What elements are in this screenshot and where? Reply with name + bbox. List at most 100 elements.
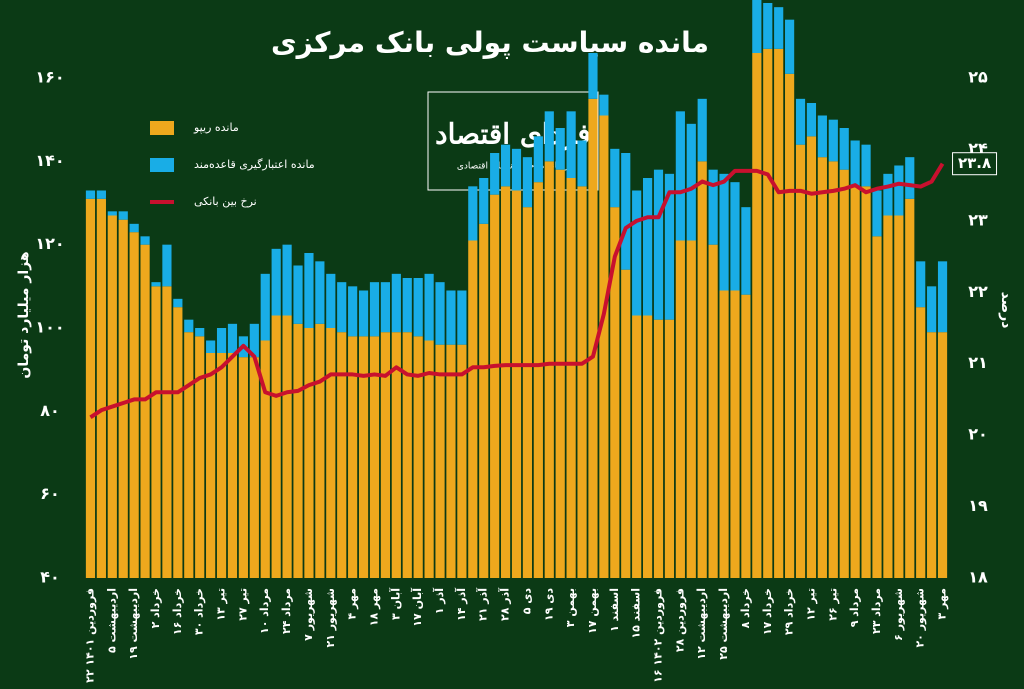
legend-label: مانده اعتبارگیری قاعده‌مند [194, 158, 315, 171]
bar-segment [883, 173, 893, 216]
bar-segment [424, 340, 434, 578]
bar-segment [511, 148, 522, 191]
bar-segment [107, 211, 117, 216]
bar-segment [85, 198, 96, 579]
bar-segment [719, 173, 729, 291]
y2-tick-label: ۲۳ [968, 210, 988, 229]
bar-segment [391, 332, 401, 578]
bar-segment [839, 169, 849, 578]
y-tick-label: ۱۴۰ [35, 151, 64, 170]
bar-segment [686, 240, 696, 578]
bar-segment [129, 232, 139, 578]
x-tick-label: ۱۰ مرداد [258, 588, 271, 634]
bar-segment [752, 0, 762, 53]
bar-segment [741, 207, 751, 295]
y-tick-label: ۱۰۰ [35, 318, 64, 337]
x-tick-label: ۳ آبان [388, 588, 402, 620]
bar-segment [599, 115, 609, 578]
x-tick-label: ۱۷ آبان [410, 588, 424, 627]
bar-segment [577, 140, 587, 187]
bar-segment [763, 48, 773, 579]
bar-segment [337, 332, 347, 578]
bar-segment [184, 332, 194, 578]
bar-segment [227, 323, 238, 353]
bar-segment [479, 178, 489, 224]
bar-segment [522, 207, 533, 578]
bar-segment [490, 194, 500, 578]
bar-segment [741, 294, 751, 578]
bar-segment [653, 169, 664, 320]
bar-segment [402, 278, 412, 333]
bar-segment [118, 211, 128, 220]
bar-segment [468, 186, 478, 241]
bar-segment [861, 186, 871, 579]
x-tick-label: ۸ خرداد [739, 588, 752, 628]
x-tick-label: ۲ خرداد [149, 588, 162, 628]
bar-segment [555, 128, 565, 170]
bar-segment [435, 282, 445, 345]
bar-segment [457, 290, 467, 345]
bar-segment [708, 169, 718, 245]
bar-segment [544, 111, 554, 162]
x-tick-label: ۱۸ مهر [367, 588, 380, 626]
bar-segment [861, 144, 871, 187]
x-tick-label: ۱۷ بهمن [586, 588, 599, 634]
bar-segment [511, 190, 522, 578]
bar-segment [402, 332, 412, 578]
bar-segment [304, 253, 314, 328]
bar-segment [555, 169, 565, 578]
bar-segment [850, 140, 860, 187]
x-tick-label: ۱۹ دی [542, 588, 555, 621]
bar-segment [566, 178, 576, 578]
bar-segment [544, 161, 554, 579]
x-tick-label: ۱۵ اسفند [630, 588, 643, 639]
y-tick-label: ۶۰ [40, 484, 60, 503]
y2-tick-label: ۱۸ [968, 568, 988, 587]
bar-segment [271, 315, 281, 578]
bar-segment [249, 357, 259, 578]
bar-segment [129, 223, 139, 233]
y2-tick-label: ۱۹ [968, 496, 988, 515]
bar-segment [227, 353, 238, 578]
bar-segment [916, 261, 926, 308]
bar-segment [173, 307, 183, 578]
legend-label: مانده ریپو [193, 121, 239, 134]
x-tick-label: ۱۳ تیر [215, 588, 228, 621]
bar-segment [916, 307, 926, 578]
bar-segment [828, 161, 838, 579]
bar-segment [140, 236, 150, 245]
x-tick-label: ۲۱ آذر [476, 588, 490, 621]
x-tick-label: ۲۷ تیر [236, 588, 249, 621]
bar-segment [468, 240, 478, 578]
bar-segment [522, 157, 533, 208]
bar-segment [795, 144, 806, 578]
bar-segment [435, 344, 445, 578]
bar-segment [599, 94, 609, 116]
x-tick-label: ۴ مهر [346, 588, 359, 619]
x-tick-label: ۲۹ خرداد [783, 588, 796, 635]
bar-segment [850, 186, 860, 579]
bar-segment [358, 336, 369, 578]
bar-segment [905, 198, 915, 579]
bar-segment [697, 161, 707, 579]
bar-segment [533, 136, 543, 183]
bar-segment [828, 119, 838, 162]
bar-segment [140, 244, 150, 578]
bar-segment [785, 73, 795, 578]
x-tick-label: ۱۶ فروردین ۱۴۰۲ [652, 588, 665, 683]
bar-segment [817, 115, 827, 158]
y-axis-label: هزار میلیارد تومان [16, 251, 32, 378]
y2-axis-label: درصد [998, 292, 1014, 329]
y2-tick-label: ۲۲ [968, 282, 988, 301]
x-tick-label: ۲۲ فروردین ۱۴۰۱ [83, 588, 96, 683]
x-tick-label: ۱۲ تیر [804, 588, 817, 621]
bar-segment [610, 148, 620, 208]
x-tick-label: ۱ اسفند [608, 588, 621, 632]
bar-segment [337, 282, 347, 333]
bar-segment [719, 290, 729, 578]
bar-segment [500, 144, 511, 187]
bar-segment [632, 315, 642, 578]
x-tick-label: ۳۰ خرداد [193, 588, 206, 635]
x-tick-label: ۲۱ شهریور [324, 588, 337, 648]
